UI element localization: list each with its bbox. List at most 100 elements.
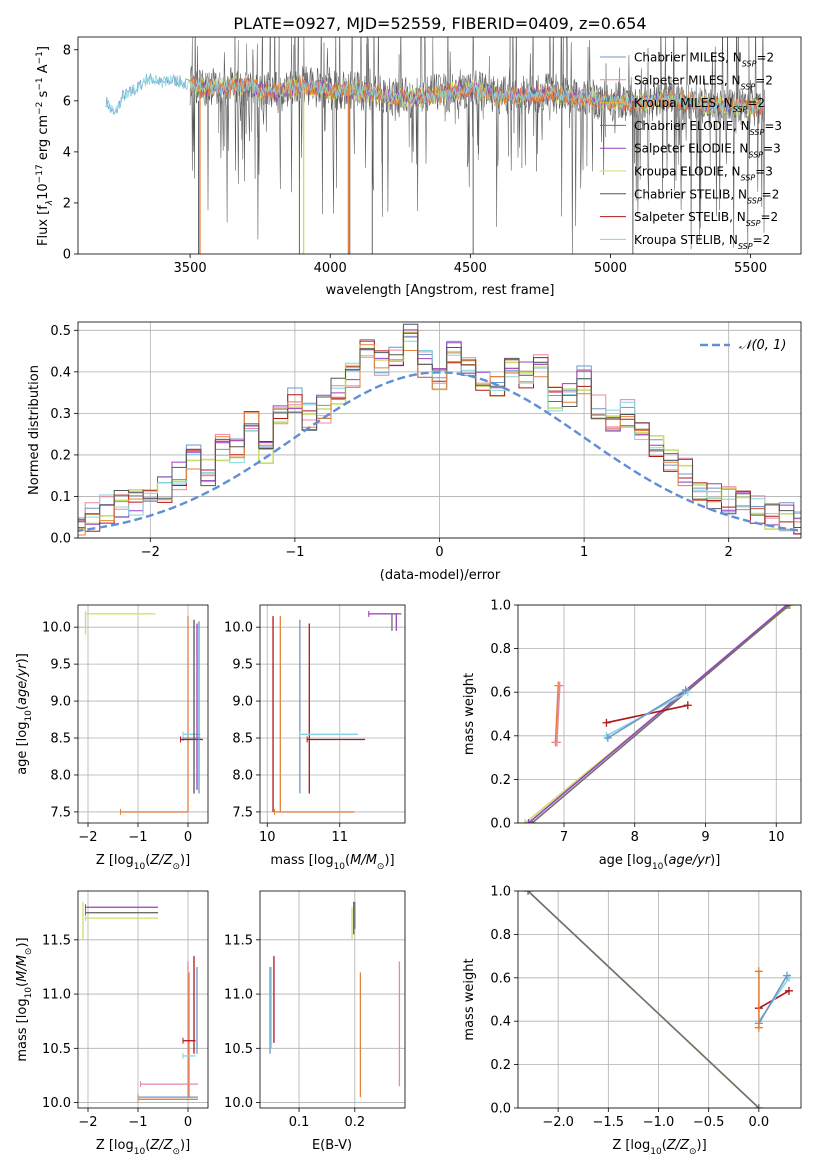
y-tick-label: 0.6 [490, 971, 511, 986]
series-marker [754, 1104, 763, 1108]
x-tick-label: −1 [128, 830, 147, 845]
y-axis-label: Normed distribution [27, 365, 42, 495]
y-tick-label: 8 [63, 43, 71, 58]
plot-area [82, 901, 198, 1103]
legend-entry: Kroupa STELIB, NSSP=2 [634, 233, 770, 251]
y-tick-label: 7.5 [232, 805, 253, 820]
y-axis-label: mass weight [462, 958, 477, 1040]
y-tick-label: 10.5 [224, 1042, 253, 1057]
x-axis-label: Z [log10(Z/Z⊙)] [96, 1138, 190, 1157]
series-line-5 [607, 689, 687, 739]
x-tick-label: 0.1 [289, 1115, 310, 1130]
x-tick-label: 4000 [314, 261, 347, 276]
y-tick-label: 0.8 [490, 642, 511, 657]
y-tick-label: 0.3 [50, 407, 71, 422]
y-axis-label: mass weight [462, 673, 477, 755]
series-marker [552, 738, 561, 747]
x-tick-label: 5000 [594, 261, 627, 276]
series-marker [754, 967, 763, 976]
x-axis-label: age [log10(age/yr)] [599, 853, 721, 872]
x-tick-label: 8 [631, 830, 639, 845]
series-marker [754, 1023, 763, 1032]
y-tick-label: 0.5 [50, 324, 71, 339]
axes-frame [77, 321, 802, 539]
axes-frame [517, 890, 802, 1109]
x-axis-label: mass [log10(M/M⊙)] [270, 853, 394, 872]
axes-frame [517, 604, 802, 824]
y-tick-label: 9.5 [50, 658, 71, 673]
y-axis-label: mass [log10(M/M⊙)] [15, 937, 34, 1061]
axes-frame [259, 604, 406, 824]
histogram-step-6 [78, 344, 801, 536]
x-tick-label: 10 [768, 830, 785, 845]
x-tick-label: 0 [184, 830, 192, 845]
x-tick-label: 2 [725, 545, 733, 560]
y-tick-label: 8.0 [232, 768, 253, 783]
legend-entry: Chabrier STELIB, NSSP=2 [634, 187, 779, 205]
x-tick-label: −1 [285, 545, 304, 560]
x-tick-label: −2.0 [542, 1115, 574, 1130]
series-line-1 [527, 891, 760, 1108]
histogram-step-1 [78, 336, 801, 534]
axes-frame [77, 890, 209, 1109]
series-marker [681, 686, 690, 695]
series-line-4 [758, 975, 788, 1024]
plot-area [78, 323, 801, 536]
x-tick-label: 0 [184, 1115, 192, 1130]
y-tick-label: 0.4 [50, 365, 71, 380]
histogram-step-7 [78, 323, 801, 528]
x-axis-label: Z [log10(Z/Z⊙)] [96, 853, 190, 872]
y-tick-label: 11.5 [42, 933, 71, 948]
y-tick-label: 0.4 [490, 729, 511, 744]
series-marker [555, 681, 564, 690]
plot-area [524, 891, 793, 1108]
chart-mass_vs_Z: −2 −1 0 10.0 10.5 11.0 11.5 Z [log10(Z/Z⊙)] mass… [15, 890, 209, 1157]
x-tick-label: −1.5 [593, 1115, 625, 1130]
axes-frame [77, 604, 209, 824]
series-marker [782, 971, 791, 980]
y-tick-label: 9.0 [232, 695, 253, 710]
axes-frame [259, 890, 406, 1109]
x-tick-label: −2 [141, 545, 160, 560]
legend-entry: Kroupa MILES, NSSP=2 [634, 96, 765, 114]
chart-mass_vs_EBV: 0.1 0.2 10.0 10.5 11.0 11.5 [224, 890, 406, 1130]
x-axis-label: wavelength [Angstrom, rest frame] [326, 283, 555, 298]
chart-massweight_vs_age: 7 8 9 10 0.0 0.2 0.4 0.6 0.8 1.0 age [log10(age/yr… [462, 599, 802, 872]
x-tick-label: 7 [560, 830, 568, 845]
series-line-1 [528, 605, 788, 823]
spectrum-line-kroupa-stelib-2 [189, 79, 765, 115]
legend-entry: Salpeter MILES, NSSP=2 [634, 73, 773, 91]
series-marker [784, 605, 793, 609]
y-tick-label: 10.0 [224, 1096, 253, 1111]
x-tick-label: 5500 [734, 261, 767, 276]
y-tick-label: 8.0 [50, 768, 71, 783]
series-line-2 [531, 605, 790, 823]
y-axis-label: Flux [fλ10−17 erg cm−2 s−1 A−1] [35, 46, 55, 246]
x-tick-label: 0.0 [749, 1115, 770, 1130]
y-tick-label: 8.5 [50, 732, 71, 747]
x-tick-label: −1.0 [643, 1115, 675, 1130]
y-tick-label: 0.2 [490, 773, 511, 788]
y-tick-label: 9.0 [50, 695, 71, 710]
series-marker [603, 733, 612, 742]
x-axis-label: Z [log10(Z/Z⊙)] [612, 1138, 706, 1157]
x-tick-label: 4500 [454, 261, 487, 276]
series-marker [524, 819, 533, 823]
series-marker [786, 605, 795, 609]
y-tick-label: 10.0 [224, 621, 253, 636]
chart-residuals: −2 −1 0 1 2 0.0 0.1 0.2 0.3 0.4 0.5 𝒩(0, 1) (data-mo… [27, 321, 802, 583]
plot-area [521, 605, 795, 823]
series-marker [524, 891, 533, 895]
y-tick-label: 0 [63, 248, 71, 263]
chart-age_vs_mass: 10 11 7.5 8.0 8.5 9.0 9.5 10.0 mass [log10(M/M⊙)… [224, 604, 406, 872]
y-tick-label: 1.0 [490, 885, 511, 900]
y-tick-label: 2 [63, 196, 71, 211]
chart-massweight_vs_Z: −2.0 −1.5 −1.0 −0.5 0.0 0.0 0.2 0.4 0.6 0.8 1.0 Z [… [462, 885, 802, 1157]
chart-age_vs_Z: −2 −1 0 7.5 8.0 8.5 9.0 9.5 10.0 Z [log10(Z/Z⊙)] a… [15, 604, 209, 872]
y-tick-label: 10.0 [42, 621, 71, 636]
y-tick-label: 11.0 [224, 988, 253, 1003]
axes-frame [77, 36, 802, 255]
y-tick-label: 6 [63, 94, 71, 109]
y-tick-label: 0.4 [490, 1015, 511, 1030]
